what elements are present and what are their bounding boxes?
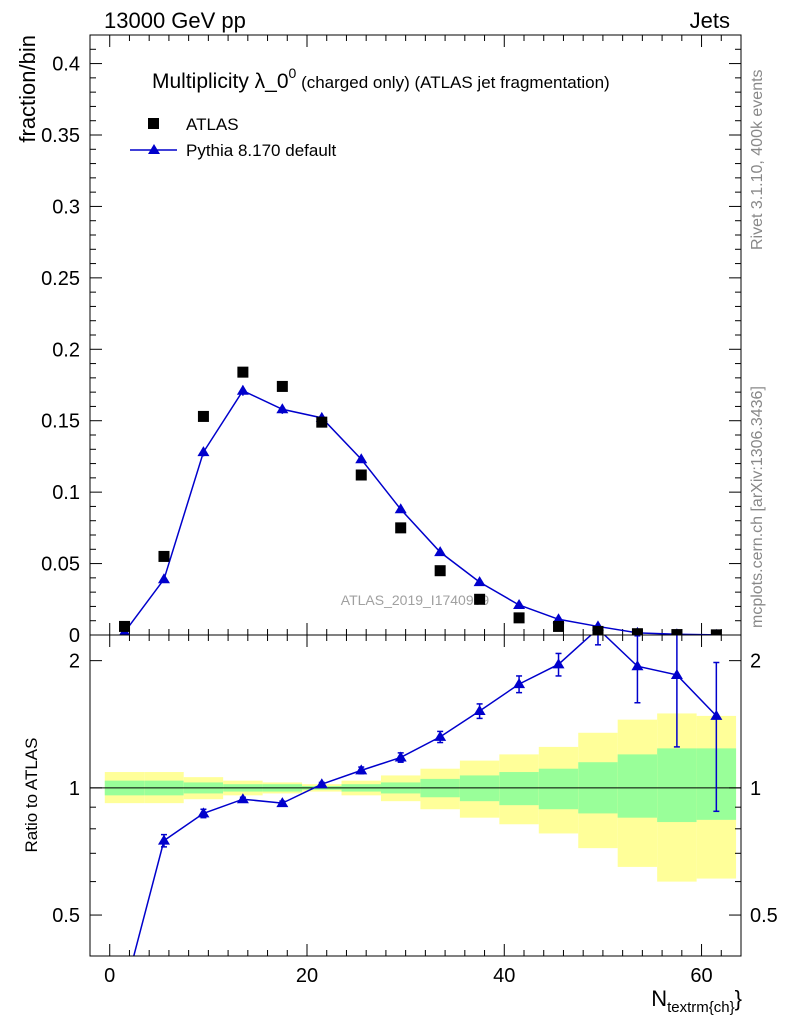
ratio-pythia-point xyxy=(631,660,644,671)
y-tick-label: 0.2 xyxy=(52,339,80,361)
atlas-point xyxy=(197,410,209,422)
atlas-point xyxy=(434,565,446,577)
main-title-superscript: 0 xyxy=(289,65,297,81)
y-tick-label: 0.05 xyxy=(41,554,80,576)
main-y-axis-label: fraction/bin xyxy=(15,35,40,143)
pythia-point xyxy=(552,613,565,624)
pythia-point xyxy=(434,546,447,557)
ratio-y-axis-label: Ratio to ATLAS xyxy=(22,738,41,853)
x-axis-label-sub: textrm{ch} xyxy=(667,999,735,1016)
atlas-point xyxy=(474,593,486,605)
ratio-band-inner xyxy=(657,748,697,823)
ratio-y-tick-label: 1 xyxy=(69,778,80,800)
atlas-point xyxy=(592,625,604,635)
x-axis-label-tail: } xyxy=(735,986,742,1011)
ratio-band-inner xyxy=(499,772,539,806)
header-jets-label: Jets xyxy=(690,8,730,33)
x-axis-label: Ntextrm{ch}} xyxy=(651,986,742,1016)
legend-atlas-marker xyxy=(148,118,159,129)
mcplots-label: mcplots.cern.ch [arXiv:1306.3436] xyxy=(749,386,766,628)
ratio-y-tick-label-right: 0.5 xyxy=(750,905,778,927)
header-energy-label: 13000 GeV pp xyxy=(104,8,246,33)
atlas-point xyxy=(671,629,683,635)
main-title-text: Multiplicity λ_0 xyxy=(152,70,289,93)
ratio-uncertainty-bands xyxy=(104,713,737,882)
ratio-y-tick-label: 2 xyxy=(69,651,80,673)
ratio-pythia-point xyxy=(197,807,210,818)
atlas-point xyxy=(395,522,407,534)
ratio-pythia-point xyxy=(355,764,368,775)
atlas-point xyxy=(276,380,288,392)
ratio-pythia-point xyxy=(276,797,289,808)
ratio-pythia-point xyxy=(473,705,486,716)
ratio-pythia-point xyxy=(710,709,723,720)
ratio-pythia-point xyxy=(394,751,407,762)
pythia-point xyxy=(355,453,368,464)
atlas-point xyxy=(237,366,249,378)
atlas-point xyxy=(316,416,328,428)
atlas-point xyxy=(119,620,131,632)
y-tick-label: 0.25 xyxy=(41,268,80,290)
ratio-y-ticks: 0.5 0.5 1 1 2 2 xyxy=(52,651,778,957)
pythia-point xyxy=(276,403,289,414)
ratio-pythia-point xyxy=(315,778,328,789)
legend-pythia-marker xyxy=(148,144,160,154)
pythia-point xyxy=(236,384,249,395)
atlas-point xyxy=(355,469,367,481)
legend-atlas-label: ATLAS xyxy=(186,115,239,134)
y-tick-label: 0.1 xyxy=(52,482,80,504)
ratio-y-tick-label: 0.5 xyxy=(52,905,80,927)
pythia-point xyxy=(513,599,526,609)
ratio-pythia-point xyxy=(236,793,249,804)
x-tick-label: 60 xyxy=(690,965,712,987)
ratio-frame xyxy=(89,634,742,957)
atlas-point xyxy=(710,629,722,635)
ratio-y-tick-label-right: 2 xyxy=(750,651,761,673)
ratio-band-inner xyxy=(617,754,658,818)
legend: ATLAS Pythia 8.170 default xyxy=(130,115,337,160)
ratio-pythia-point xyxy=(157,834,170,845)
atlas-point xyxy=(158,550,170,562)
pythia-line xyxy=(123,389,717,635)
main-title: Multiplicity λ_00 (charged only) (ATLAS … xyxy=(152,65,610,93)
ratio-pythia-point xyxy=(434,730,447,741)
pythia-point xyxy=(473,576,486,587)
watermark-label: ATLAS_2019_I1740909 xyxy=(341,592,490,608)
ratio-band-inner xyxy=(538,768,579,810)
ratio-pythia-point xyxy=(513,678,526,689)
atlas-point xyxy=(553,620,565,632)
y-tick-label: 0.15 xyxy=(41,411,80,433)
x-tick-label: 0 xyxy=(104,965,115,987)
y-tick-label: 0.35 xyxy=(41,125,80,147)
main-panel: 0 0.05 0.1 0.15 0.2 0.25 0.3 0.35 0.4 ATLAS_2019… xyxy=(15,34,742,647)
pythia-point xyxy=(197,446,210,457)
x-axis-label-main: N xyxy=(651,986,667,1011)
rivet-version-label: Rivet 3.1.10, 400k events xyxy=(749,69,766,250)
pythia-point xyxy=(394,503,407,514)
ratio-panel: 0.5 0.5 1 1 2 2 0 20 40 60 Ratio to ATLAS Ntextr… xyxy=(22,634,778,1016)
ratio-pythia-line xyxy=(132,635,717,956)
ratio-pythia-point xyxy=(119,985,131,995)
ratio-x-ticks: 0 20 40 60 xyxy=(104,635,742,987)
ratio-y-tick-label-right: 1 xyxy=(750,778,761,800)
main-data-layer xyxy=(119,366,722,635)
legend-pythia-label: Pythia 8.170 default xyxy=(186,141,337,160)
ratio-pythia-point xyxy=(670,668,683,679)
ratio-data-layer xyxy=(119,635,723,995)
atlas-point xyxy=(513,612,525,624)
atlas-point xyxy=(631,628,643,635)
main-y-ticks: 0 0.05 0.1 0.15 0.2 0.25 0.3 0.35 0.4 xyxy=(41,34,741,647)
ratio-pythia-point xyxy=(552,658,565,669)
x-tick-label: 20 xyxy=(296,965,318,987)
y-tick-label: 0.4 xyxy=(52,54,80,76)
pythia-point xyxy=(157,573,170,584)
x-tick-label: 40 xyxy=(493,965,515,987)
y-tick-label: 0.3 xyxy=(52,196,80,218)
main-title-suffix: (charged only) (ATLAS jet fragmentation) xyxy=(296,73,609,92)
y-tick-label: 0 xyxy=(69,625,80,647)
